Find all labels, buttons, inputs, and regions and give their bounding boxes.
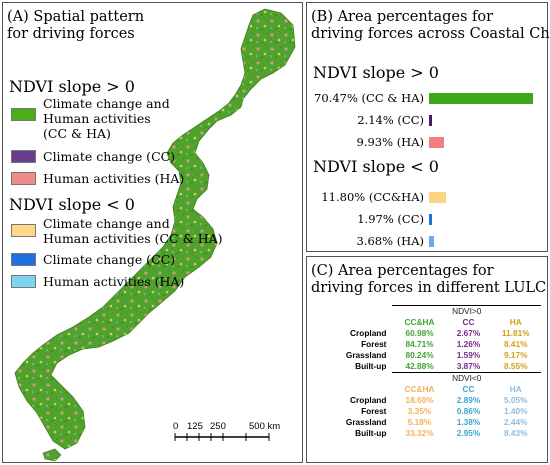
ndvi-neg-header: NDVI<0 bbox=[392, 372, 541, 384]
table-cell: 1.59% bbox=[456, 350, 481, 360]
bar-label: 9.93% (HA) bbox=[356, 135, 425, 149]
legend-label-ha-pos: Human activities (HA) bbox=[43, 171, 185, 186]
legend-swatch-cc-ha-pos bbox=[11, 108, 36, 121]
panel-a-title-line2: for driving forces bbox=[7, 26, 135, 42]
table-row-label: Built-up bbox=[355, 428, 387, 438]
bar-label: 11.80% (CC&HA) bbox=[321, 190, 424, 204]
table-spacer bbox=[315, 373, 392, 385]
scale-tick-125: 125 bbox=[187, 421, 203, 432]
legend-cc-ha-pos-line3: (CC & HA) bbox=[43, 126, 111, 141]
legend-swatch-ha-neg bbox=[11, 275, 36, 288]
legend-swatch-cc-neg bbox=[11, 253, 36, 266]
table-cell: 8.41% bbox=[503, 339, 528, 349]
table-cell: 33.32% bbox=[405, 428, 434, 438]
table-cell: 3.87% bbox=[456, 361, 481, 371]
lulc-table: NDVI>0 CC&HA CC HA Cropland 60.98% 2.67% 11.81%… bbox=[315, 305, 541, 439]
legend-pos-heading: NDVI slope > 0 bbox=[9, 77, 135, 96]
ndvi-neg-col-header: HA bbox=[509, 384, 522, 394]
legend-label-cc-ha-pos: Climate change and Human activities (CC … bbox=[43, 96, 170, 141]
table-row-label: Forest bbox=[361, 339, 387, 349]
table-cell: 1.26% bbox=[456, 339, 481, 349]
legend-swatch-cc-ha-neg bbox=[11, 224, 36, 237]
ndvi-neg-col-header: CC bbox=[462, 384, 475, 394]
bar-label: 2.14% (CC) bbox=[357, 113, 424, 127]
bar bbox=[429, 115, 433, 126]
panel-b-title-line1: (B) Area percentages for bbox=[311, 9, 494, 25]
panel-c-title: (C) Area percentages for driving forces … bbox=[311, 263, 546, 297]
table-cell: 2.44% bbox=[503, 417, 528, 427]
legend-swatch-ha-pos bbox=[11, 172, 36, 185]
panel-c-title-line2: driving forces in different LULC bbox=[311, 280, 547, 296]
table-cell: 84.71% bbox=[405, 339, 434, 349]
coastal-china-map bbox=[14, 8, 296, 462]
table-row-label: Cropland bbox=[350, 395, 387, 405]
panel-b-title: (B) Area percentages for driving forces … bbox=[311, 9, 550, 43]
ndvi-pos-col-header: HA bbox=[509, 317, 522, 327]
legend-neg-heading: NDVI slope < 0 bbox=[9, 195, 135, 214]
ndvi-pos-col-header: CC bbox=[462, 317, 475, 327]
scale-tick-0: 0 bbox=[173, 421, 179, 432]
table-cell: 2.67% bbox=[456, 328, 481, 338]
panel-a-title-line1: (A) Spatial pattern bbox=[7, 9, 145, 25]
legend-label-cc-pos: Climate change (CC) bbox=[43, 149, 176, 164]
bar bbox=[429, 93, 533, 104]
ndvi-pos-col-header: CC&HA bbox=[404, 317, 435, 327]
bar bbox=[429, 192, 447, 203]
panel-b-title-line2: driving forces across Coastal China bbox=[311, 26, 550, 42]
table-row-label: Grassland bbox=[345, 417, 387, 427]
bar bbox=[429, 214, 432, 225]
table-cell: 0.86% bbox=[456, 406, 481, 416]
table-row-label: Forest bbox=[361, 406, 387, 416]
legend-swatch-cc-pos bbox=[11, 150, 36, 163]
scale-tick-250: 250 bbox=[210, 421, 226, 432]
legend-cc-ha-neg-line2: Human activities (CC & HA) bbox=[43, 231, 223, 246]
legend-cc-ha-pos-line1: Climate change and bbox=[43, 96, 170, 111]
table-cell: 18.60% bbox=[405, 395, 434, 405]
bar-label: 3.68% (HA) bbox=[356, 234, 425, 248]
table-cell: 60.98% bbox=[405, 328, 434, 338]
panel-a-title: (A) Spatial pattern for driving forces bbox=[7, 9, 144, 43]
legend-label-cc-neg: Climate change (CC) bbox=[43, 252, 176, 267]
table-cell: 8.43% bbox=[503, 428, 528, 438]
island-shape bbox=[42, 448, 62, 462]
coastal-region-shape bbox=[14, 8, 296, 450]
table-cell: 5.05% bbox=[503, 395, 528, 405]
table-row-label: Built-up bbox=[355, 361, 387, 372]
table-spacer bbox=[315, 317, 392, 328]
table-row-label: Grassland bbox=[345, 350, 387, 360]
ndvi-pos-header: NDVI>0 bbox=[392, 305, 541, 317]
panel-c-table: (C) Area percentages for driving forces … bbox=[306, 256, 548, 463]
table-cell: 2.89% bbox=[456, 395, 481, 405]
table-cell: 9.17% bbox=[503, 350, 528, 360]
panel-b-neg-heading: NDVI slope < 0 bbox=[313, 157, 439, 176]
table-cell: 2.95% bbox=[456, 428, 481, 438]
scale-bar bbox=[174, 433, 270, 441]
legend-label-cc-ha-neg: Climate change and Human activities (CC … bbox=[43, 216, 223, 246]
table-cell: 80.24% bbox=[405, 350, 434, 360]
table-row-label: Cropland bbox=[350, 328, 387, 338]
bar bbox=[429, 137, 444, 148]
table-spacer bbox=[315, 384, 392, 395]
legend-cc-ha-pos-line2: Human activities bbox=[43, 111, 151, 126]
table-cell: 1.38% bbox=[456, 417, 481, 427]
panel-b-pos-heading: NDVI slope > 0 bbox=[313, 63, 439, 82]
table-cell: 42.88% bbox=[405, 361, 434, 371]
scale-tick-500: 500 km bbox=[249, 421, 281, 432]
table-cell: 8.55% bbox=[503, 361, 528, 371]
ndvi-neg-col-header: CC&HA bbox=[404, 384, 435, 394]
panel-a-map: (A) Spatial pattern for driving forces N… bbox=[2, 2, 303, 463]
bar-label: 70.47% (CC & HA) bbox=[314, 91, 424, 105]
bar-label: 1.97% (CC) bbox=[357, 212, 424, 226]
table-spacer bbox=[315, 306, 392, 318]
table-cell: 1.40% bbox=[503, 406, 528, 416]
table-cell: 3.35% bbox=[407, 406, 432, 416]
table-cell: 11.81% bbox=[501, 328, 530, 338]
legend-label-ha-neg: Human activities (HA) bbox=[43, 274, 185, 289]
bar bbox=[429, 236, 435, 247]
panel-c-title-line1: (C) Area percentages for bbox=[311, 263, 494, 279]
panel-b-bar-chart: (B) Area percentages for driving forces … bbox=[306, 2, 550, 252]
table-cell: 5.18% bbox=[407, 417, 432, 427]
legend-cc-ha-neg-line1: Climate change and bbox=[43, 216, 170, 231]
